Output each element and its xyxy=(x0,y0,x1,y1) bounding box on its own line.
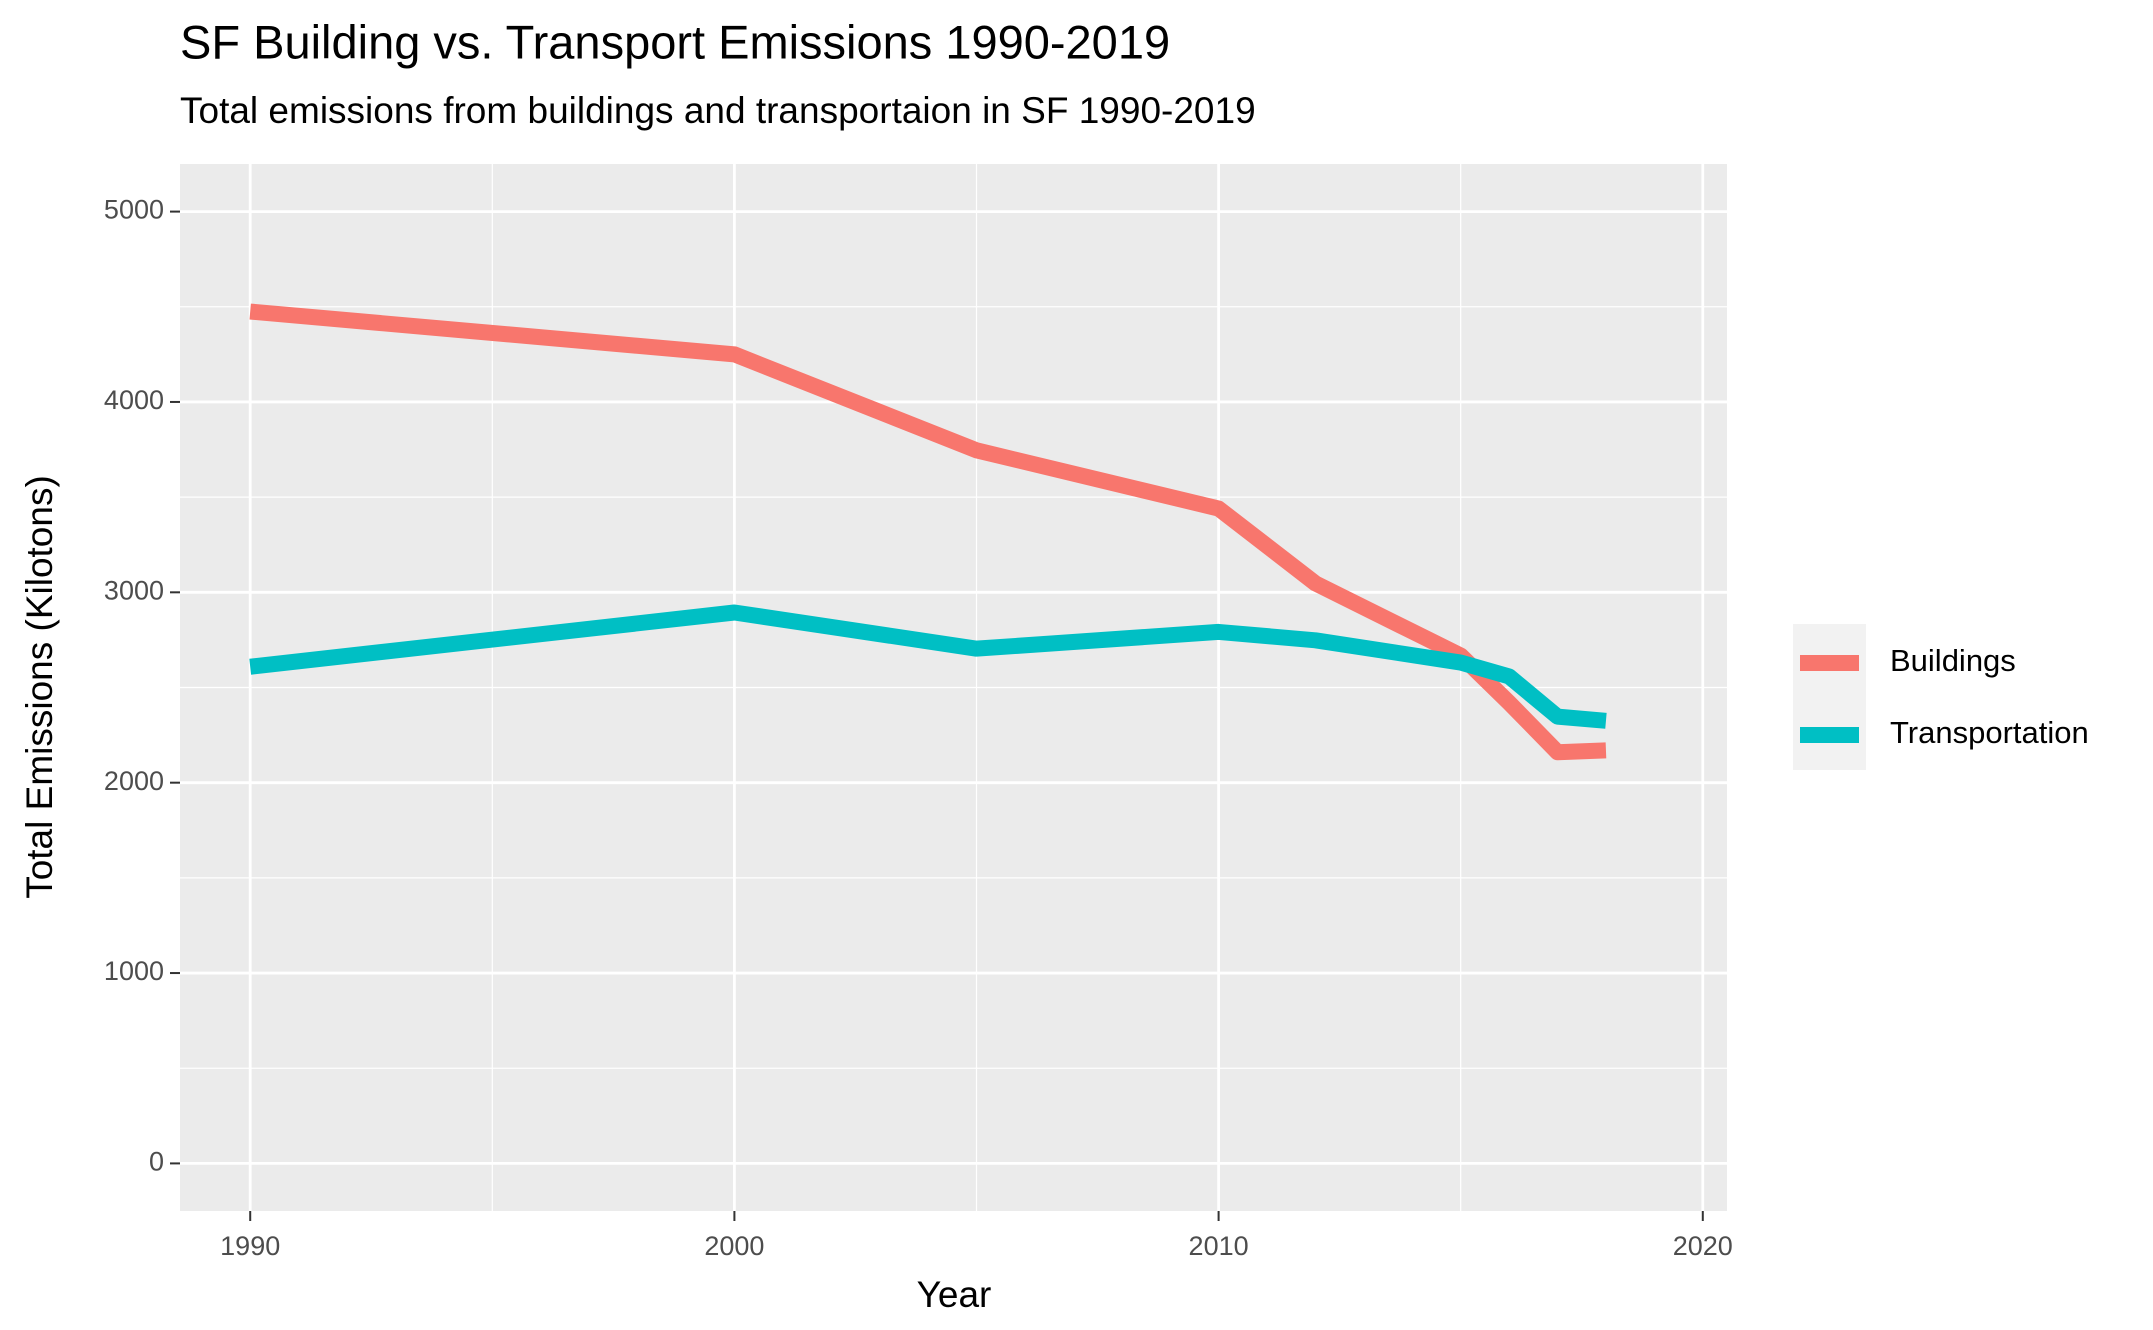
legend-label: Transportation xyxy=(1890,715,2089,750)
x-tick-label: 1990 xyxy=(220,1231,280,1261)
x-tick-label: 2010 xyxy=(1189,1231,1249,1261)
legend-label: Buildings xyxy=(1890,643,2016,678)
legend-box xyxy=(1793,624,1866,770)
y-tick-label: 2000 xyxy=(104,766,164,796)
y-axis-title: Total Emissions (Kilotons) xyxy=(19,475,60,899)
series-line xyxy=(249,604,1607,729)
y-tick-label: 5000 xyxy=(104,195,164,225)
y-tick-label: 1000 xyxy=(104,956,164,986)
x-tick-label: 2020 xyxy=(1673,1231,1733,1261)
chart-subtitle: Total emissions from buildings and trans… xyxy=(180,90,1256,131)
y-tick-label: 0 xyxy=(149,1147,164,1177)
series-line xyxy=(249,303,1607,761)
chart-title: SF Building vs. Transport Emissions 1990… xyxy=(180,15,1170,68)
x-tick-label: 2000 xyxy=(704,1231,764,1261)
x-axis-title: Year xyxy=(917,1274,992,1315)
y-tick-label: 4000 xyxy=(104,385,164,415)
y-tick-label: 3000 xyxy=(104,575,164,605)
